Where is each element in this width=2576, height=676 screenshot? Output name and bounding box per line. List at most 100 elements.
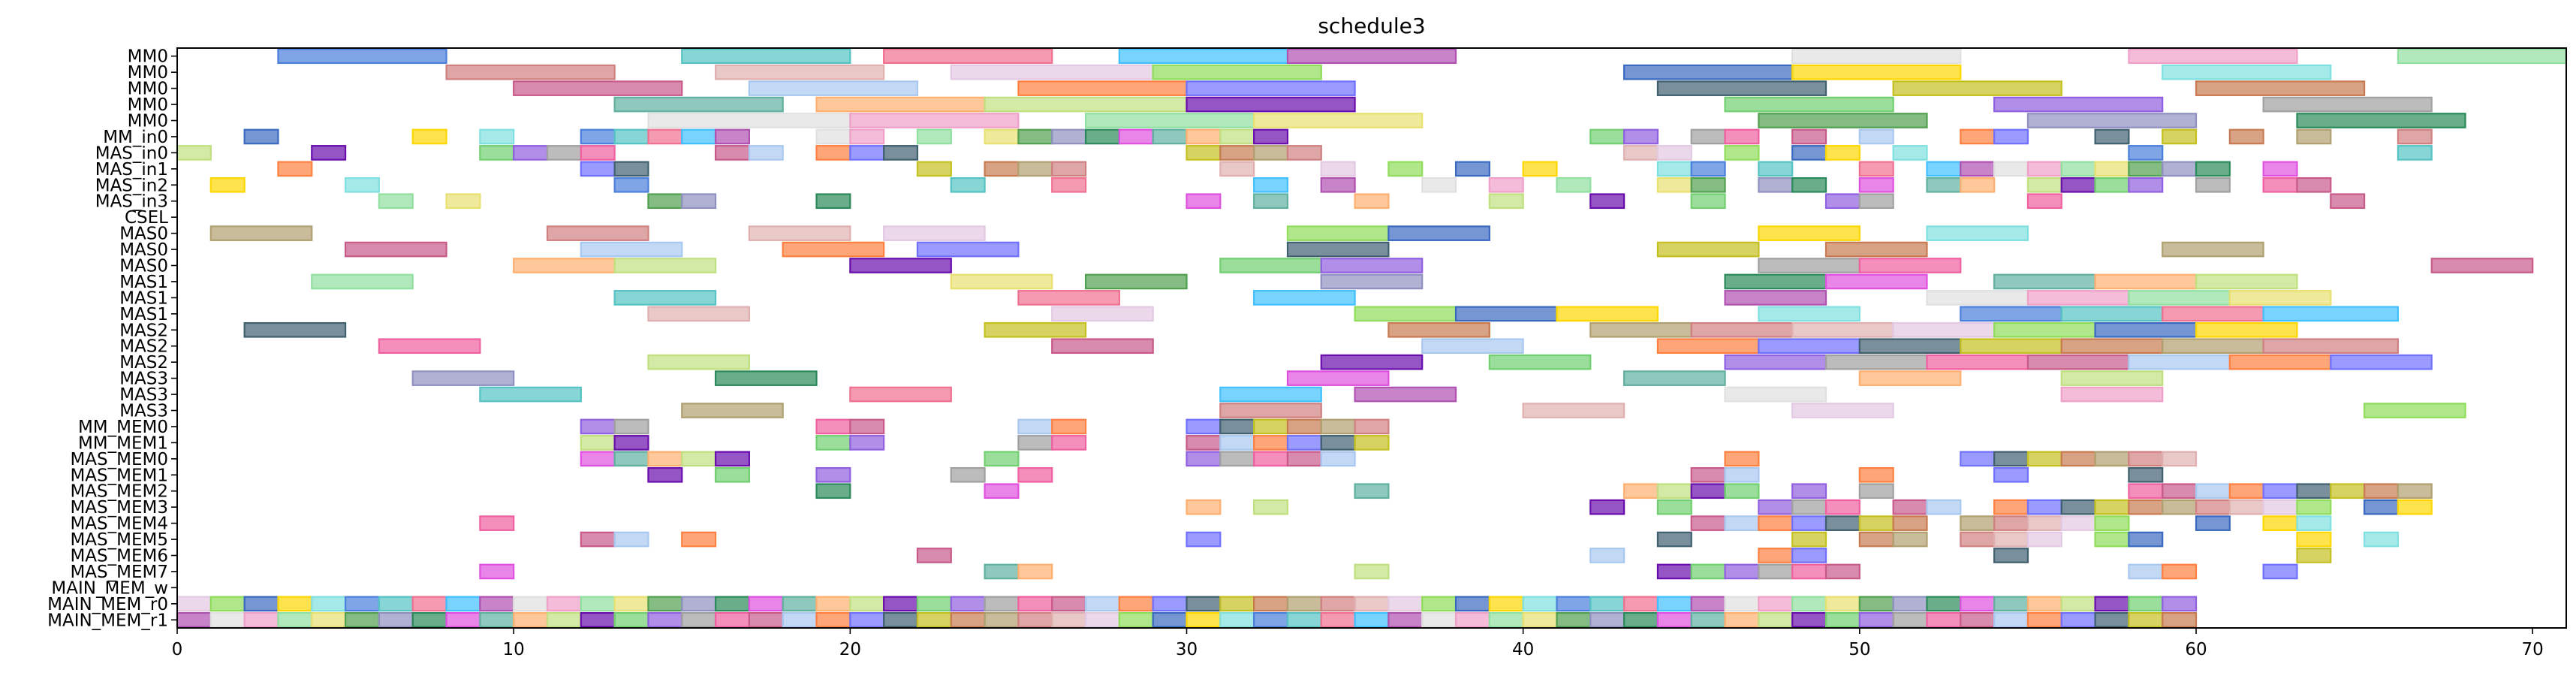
task-bar bbox=[1656, 611, 1692, 628]
task-bar bbox=[2094, 161, 2130, 177]
y-tick-label: MAS_MEM2 bbox=[70, 482, 168, 502]
task-bar bbox=[1656, 338, 1760, 355]
task-bar bbox=[1186, 611, 1222, 628]
task-bar bbox=[782, 611, 818, 628]
task-bar bbox=[1253, 145, 1289, 161]
task-bar bbox=[1824, 193, 1860, 210]
task-bar bbox=[647, 451, 683, 467]
task-bar bbox=[984, 321, 1087, 338]
task-bar bbox=[1286, 48, 1457, 65]
task-bar bbox=[311, 145, 347, 161]
task-bar bbox=[984, 96, 1188, 113]
task-bar bbox=[2430, 258, 2534, 273]
task-bar bbox=[647, 193, 683, 210]
task-bar bbox=[1993, 515, 2029, 531]
task-bar bbox=[1017, 418, 1053, 435]
task-bar bbox=[1556, 177, 1592, 193]
task-bar bbox=[1824, 515, 1860, 531]
task-bar bbox=[1219, 418, 1255, 435]
task-bar bbox=[2060, 306, 2164, 322]
task-bar bbox=[2060, 499, 2096, 515]
task-bar bbox=[613, 435, 649, 451]
task-bar bbox=[1354, 435, 1390, 451]
task-bar bbox=[849, 258, 952, 273]
task-bar bbox=[1791, 611, 1827, 628]
task-bar bbox=[2128, 611, 2164, 628]
task-bar bbox=[2128, 499, 2164, 515]
y-tick-label: MAS0 bbox=[119, 257, 168, 276]
task-bar bbox=[815, 483, 851, 499]
task-bar bbox=[1724, 273, 1827, 290]
task-bar bbox=[1253, 290, 1356, 306]
task-bar bbox=[1623, 64, 1794, 80]
task-bar bbox=[1354, 386, 1457, 403]
task-bar bbox=[1758, 596, 1794, 612]
task-bar bbox=[1993, 273, 2096, 290]
task-bar bbox=[2262, 515, 2298, 531]
task-bar bbox=[1522, 596, 1558, 612]
task-bar bbox=[580, 128, 616, 145]
task-bar bbox=[984, 128, 1020, 145]
task-bar bbox=[1017, 80, 1188, 96]
task-bar bbox=[1824, 273, 1928, 290]
task-bar bbox=[815, 596, 851, 612]
task-bar bbox=[445, 64, 616, 80]
task-bar bbox=[1320, 451, 1356, 467]
task-bar bbox=[176, 596, 212, 612]
task-bar bbox=[1724, 563, 1760, 580]
task-bar bbox=[2128, 354, 2231, 370]
task-bar bbox=[2262, 483, 2298, 499]
task-bar bbox=[1219, 145, 1255, 161]
task-bar bbox=[916, 128, 952, 145]
y-tick-label: MM0 bbox=[128, 47, 168, 67]
task-bar bbox=[1051, 418, 1087, 435]
task-bar bbox=[1690, 466, 1726, 483]
task-bar bbox=[546, 596, 582, 612]
task-bar bbox=[2162, 563, 2198, 580]
task-bar bbox=[1421, 338, 1524, 355]
task-bar bbox=[1724, 290, 1827, 306]
task-bar bbox=[1758, 499, 1794, 515]
task-bar bbox=[1656, 145, 1692, 161]
task-bar bbox=[2026, 499, 2062, 515]
task-bar bbox=[1690, 177, 1726, 193]
task-bar bbox=[513, 611, 549, 628]
task-bar bbox=[1253, 128, 1289, 145]
task-bar bbox=[714, 128, 750, 145]
task-bar bbox=[2296, 113, 2466, 128]
y-tick-label: MAIN_MEM_w bbox=[51, 578, 168, 598]
task-bar bbox=[1892, 321, 1996, 338]
task-bar bbox=[2094, 611, 2130, 628]
task-bar bbox=[1589, 499, 1625, 515]
task-bar bbox=[1791, 403, 1894, 418]
y-tick-label: MM_in0 bbox=[103, 128, 168, 147]
task-bar bbox=[714, 451, 750, 467]
task-bar bbox=[1926, 225, 2029, 241]
task-bar bbox=[479, 386, 582, 403]
task-bar bbox=[580, 145, 616, 161]
task-bar bbox=[1589, 321, 1692, 338]
task-bar bbox=[613, 177, 649, 193]
task-bar bbox=[1892, 80, 2062, 96]
task-bar bbox=[1724, 386, 1827, 403]
task-bar bbox=[277, 161, 313, 177]
task-bar bbox=[1017, 596, 1053, 612]
task-bar bbox=[2195, 273, 2298, 290]
task-bar bbox=[2026, 451, 2062, 467]
task-bar bbox=[1690, 596, 1726, 612]
y-tick-label: MM0 bbox=[128, 63, 168, 83]
task-bar bbox=[1219, 403, 1322, 418]
task-bar bbox=[1320, 596, 1356, 612]
task-bar bbox=[2128, 177, 2164, 193]
task-bar bbox=[1253, 596, 1289, 612]
task-bar bbox=[950, 177, 986, 193]
task-bar bbox=[1253, 499, 1289, 515]
y-tick-label: MM_MEM1 bbox=[78, 433, 168, 453]
task-bar bbox=[613, 290, 717, 306]
task-bar bbox=[815, 96, 986, 113]
task-bar bbox=[647, 466, 683, 483]
task-bar bbox=[815, 418, 851, 435]
task-bar bbox=[209, 225, 313, 241]
task-bar bbox=[681, 611, 717, 628]
task-bar bbox=[513, 145, 549, 161]
